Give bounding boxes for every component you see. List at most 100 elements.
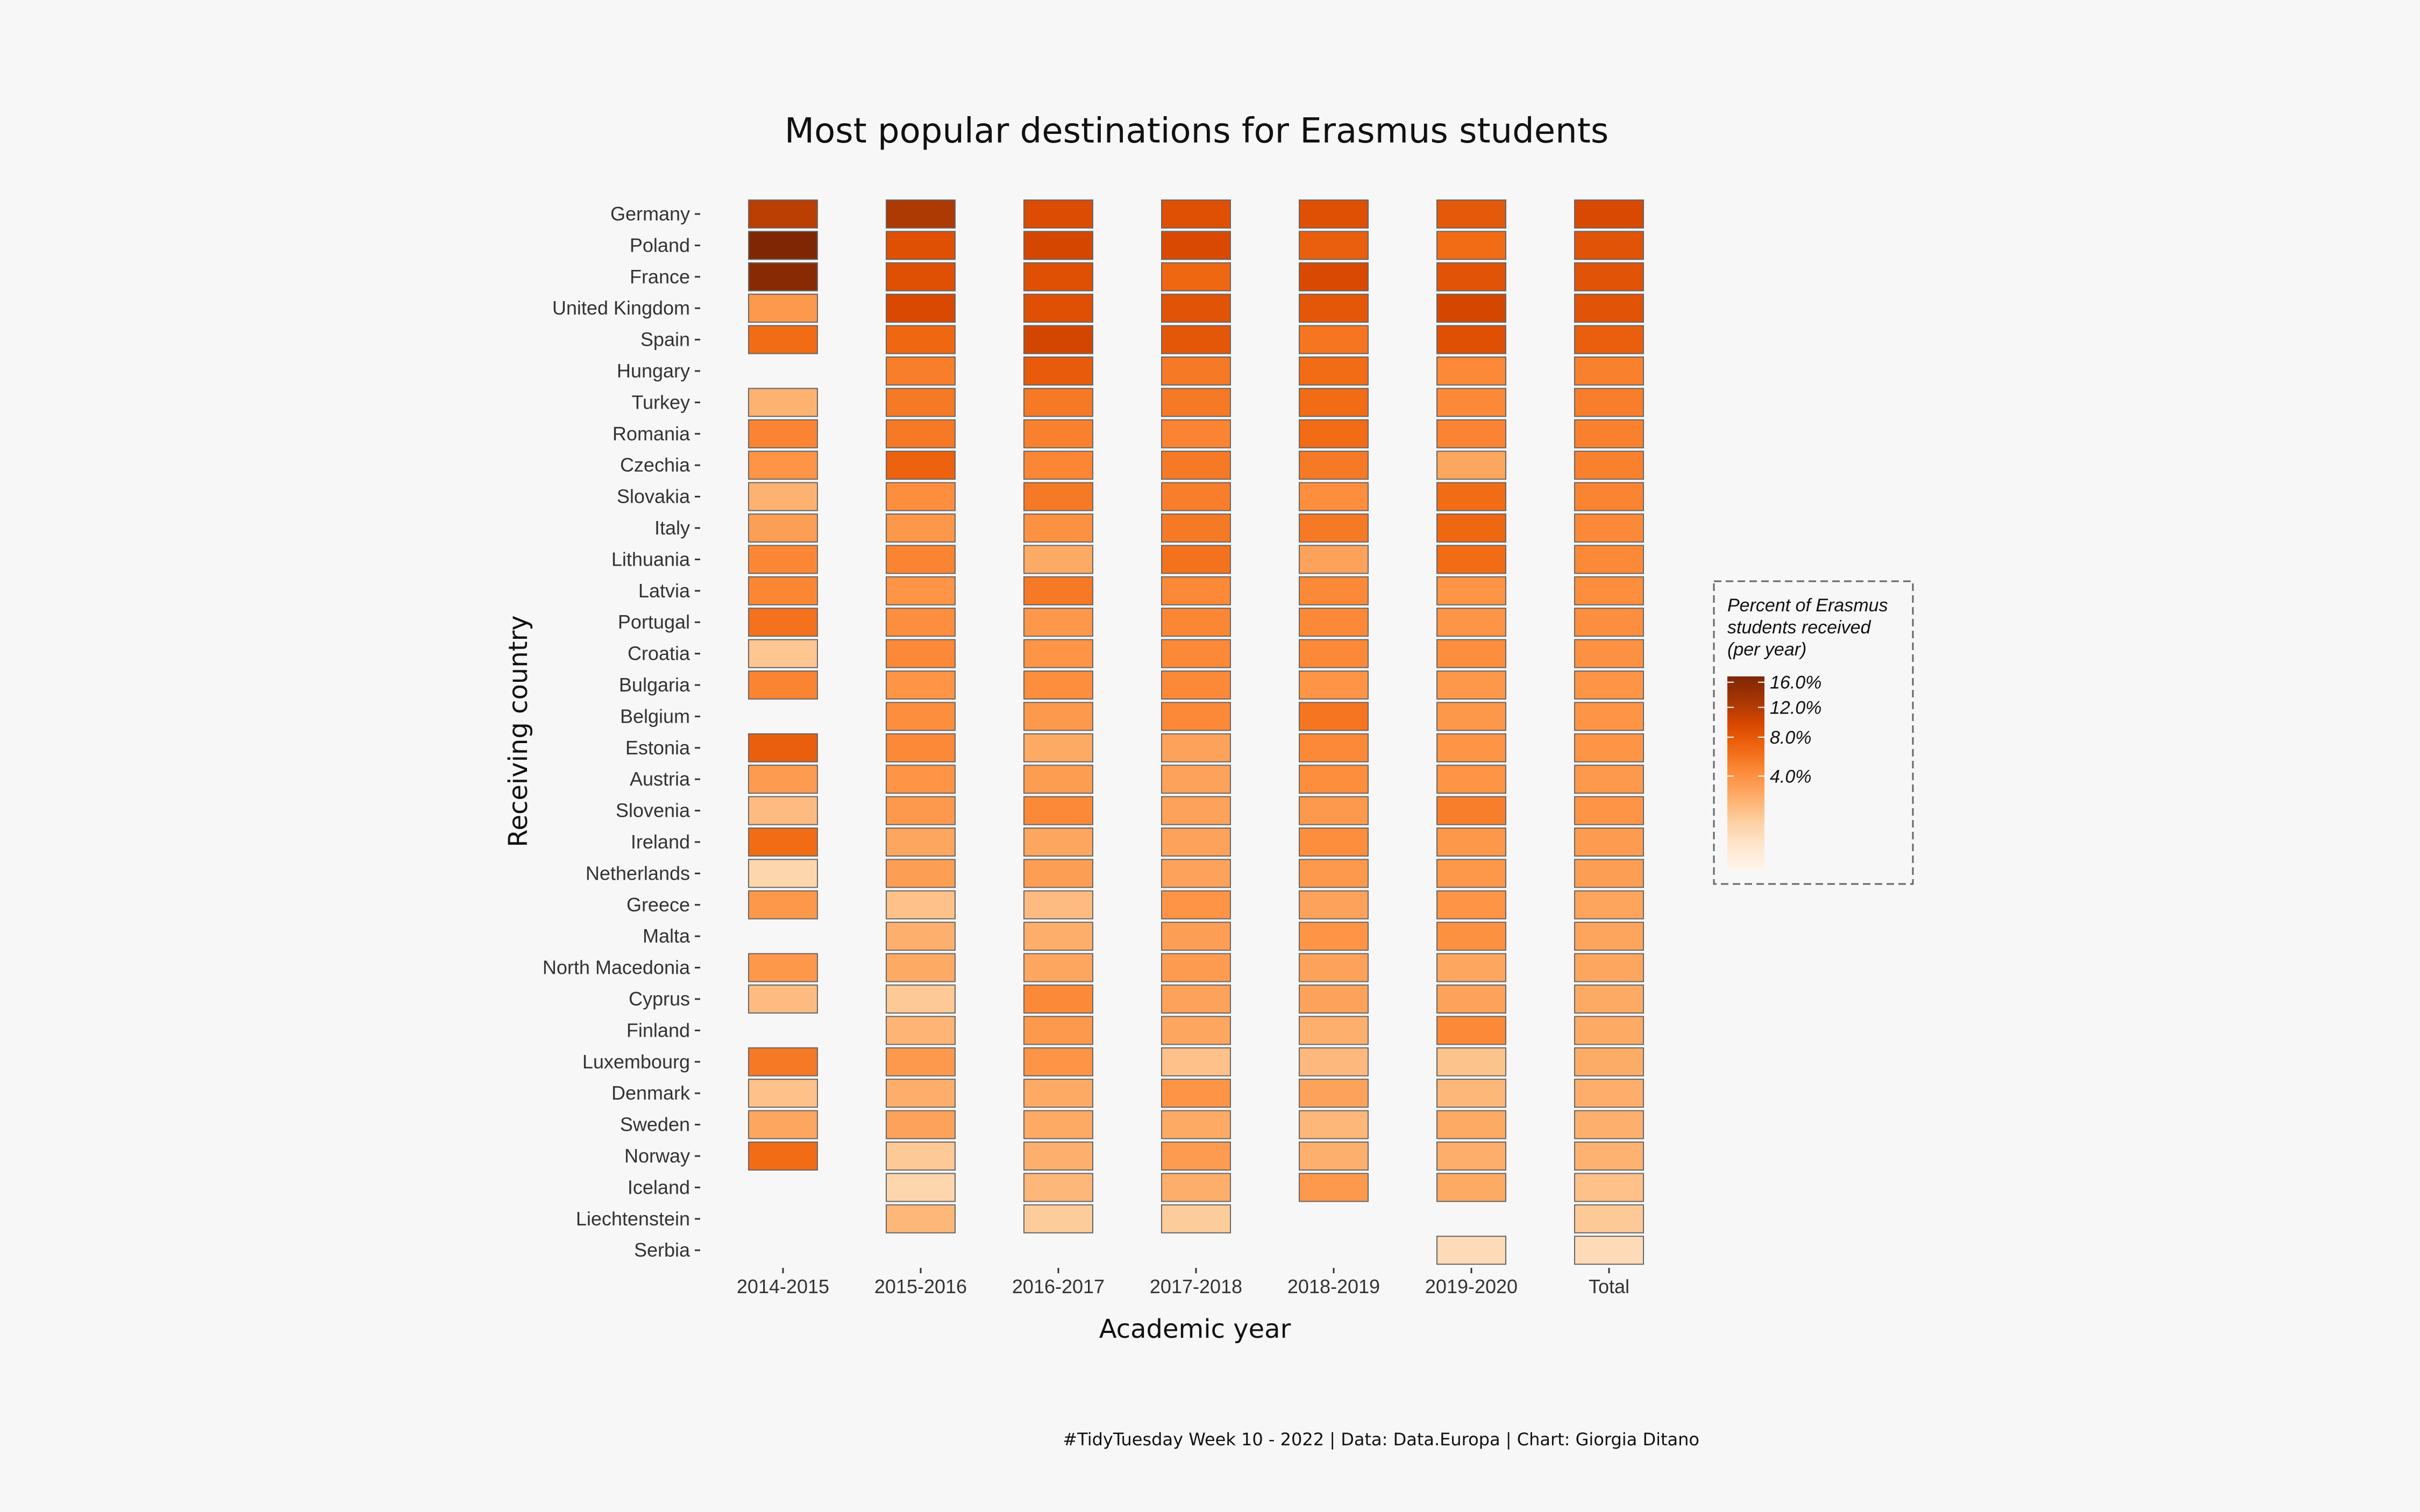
y-tick-label: Serbia xyxy=(634,1239,691,1261)
heatmap-tile xyxy=(1023,765,1093,794)
heatmap-tile xyxy=(1023,1047,1093,1076)
heatmap-tile xyxy=(886,608,956,637)
heatmap-tile xyxy=(1161,482,1231,511)
heatmap-tile xyxy=(1436,199,1506,229)
heatmap-tile xyxy=(1299,1110,1369,1139)
heatmap-tile xyxy=(1023,262,1093,291)
heatmap-tile xyxy=(1161,262,1231,291)
heatmap-tile xyxy=(748,419,818,448)
heatmap-tile xyxy=(1574,1204,1644,1233)
heatmap-tile xyxy=(1574,671,1644,700)
y-tick-label: Hungary xyxy=(617,360,690,382)
heatmap-tile xyxy=(1436,482,1506,511)
heatmap-tile xyxy=(1299,859,1369,888)
heatmap-tile xyxy=(1023,482,1093,511)
heatmap-tile xyxy=(1574,890,1644,919)
y-tick-label: Iceland xyxy=(628,1176,690,1198)
y-tick-label: Belgium xyxy=(620,705,690,727)
heatmap-tile xyxy=(1161,1173,1231,1202)
y-tick-label: Norway xyxy=(624,1145,690,1167)
heatmap-tile xyxy=(1574,231,1644,260)
heatmap-tile xyxy=(1023,922,1093,951)
heatmap-tile xyxy=(1299,451,1369,480)
heatmap-tile xyxy=(1574,482,1644,511)
heatmap-tile xyxy=(1299,545,1369,574)
heatmap-tile xyxy=(1574,1236,1644,1265)
heatmap-tile xyxy=(1023,199,1093,229)
heatmap-tile xyxy=(1023,796,1093,825)
heatmap-tile xyxy=(1436,325,1506,354)
heatmap-tile xyxy=(1161,671,1231,700)
y-tick-label: Austria xyxy=(630,768,691,790)
heatmap-tile xyxy=(1161,419,1231,448)
heatmap-tile xyxy=(886,796,956,825)
y-tick-label: Luxembourg xyxy=(582,1051,690,1073)
heatmap-tile xyxy=(1436,1047,1506,1076)
heatmap-tile xyxy=(886,262,956,291)
legend-title-line-1: Percent of Erasmus xyxy=(1727,595,1888,616)
heatmap-tile xyxy=(1299,388,1369,417)
heatmap-tile xyxy=(1436,231,1506,260)
heatmap-tile xyxy=(886,1079,956,1108)
heatmap-tile xyxy=(886,513,956,543)
heatmap-tile xyxy=(886,231,956,260)
heatmap-tile xyxy=(1161,325,1231,354)
heatmap-tile xyxy=(886,576,956,605)
heatmap-tile xyxy=(1574,985,1644,1014)
heatmap-tile xyxy=(748,608,818,637)
chart-title: Most popular destinations for Erasmus st… xyxy=(785,111,1608,151)
heatmap-tile xyxy=(1436,576,1506,605)
x-tick-label: 2018-2019 xyxy=(1287,1275,1380,1297)
heatmap-tile xyxy=(1161,356,1231,386)
heatmap-tile xyxy=(1574,1079,1644,1108)
heatmap-tile xyxy=(1161,639,1231,668)
heatmap-tile xyxy=(1436,356,1506,386)
heatmap-tile xyxy=(1023,451,1093,480)
heatmap-tile xyxy=(1161,953,1231,982)
heatmap-tile xyxy=(1436,796,1506,825)
x-axis: 2014-2015 2015-2016 2016-2017 2017-2018 2018… xyxy=(737,1268,1629,1297)
heatmap-tile xyxy=(1023,325,1093,354)
heatmap-tile xyxy=(1436,294,1506,323)
heatmap-tile xyxy=(1299,231,1369,260)
heatmap-tile xyxy=(886,199,956,229)
legend-title-line-2: students received xyxy=(1727,617,1871,638)
heatmap-tile xyxy=(1574,1016,1644,1045)
heatmap-tile xyxy=(748,765,818,794)
y-tick-label: United Kingdom xyxy=(552,297,690,319)
y-tick-label: France xyxy=(630,266,690,288)
heatmap-tile xyxy=(1161,828,1231,857)
heatmap-tile xyxy=(886,482,956,511)
heatmap-tile xyxy=(1161,1079,1231,1108)
heatmap-tile xyxy=(886,325,956,354)
heatmap-tile xyxy=(1299,419,1369,448)
heatmap-tile xyxy=(748,953,818,982)
heatmap-tile xyxy=(1436,1173,1506,1202)
heatmap-tile xyxy=(1299,576,1369,605)
heatmap-tile xyxy=(1023,1173,1093,1202)
heatmap-tile xyxy=(886,1142,956,1171)
heatmap-tile xyxy=(1436,1079,1506,1108)
heatmap-tile xyxy=(1574,859,1644,888)
y-tick-label: Croatia xyxy=(628,643,691,665)
y-tick-label: Cyprus xyxy=(629,988,690,1010)
heatmap-tile xyxy=(1161,608,1231,637)
heatmap-tile xyxy=(748,1047,818,1076)
heatmap-tile xyxy=(1023,1110,1093,1139)
heatmap-tile xyxy=(886,1204,956,1233)
heatmap-tile xyxy=(748,1110,818,1139)
x-tick-label: 2014-2015 xyxy=(737,1275,829,1297)
heatmap-tile xyxy=(1574,733,1644,762)
heatmap-tile xyxy=(1299,765,1369,794)
y-tick-label: Estonia xyxy=(625,737,691,759)
heatmap-tile xyxy=(748,671,818,700)
heatmap-tile xyxy=(1299,608,1369,637)
heatmap-tile xyxy=(1299,1079,1369,1108)
legend-color-bar xyxy=(1727,676,1764,870)
heatmap-tile xyxy=(1023,231,1093,260)
heatmap-tile xyxy=(1023,890,1093,919)
y-tick-label: Latvia xyxy=(638,580,691,602)
heatmap-tile xyxy=(1161,1142,1231,1171)
heatmap-tile xyxy=(886,1110,956,1139)
heatmap-tile xyxy=(1023,513,1093,543)
